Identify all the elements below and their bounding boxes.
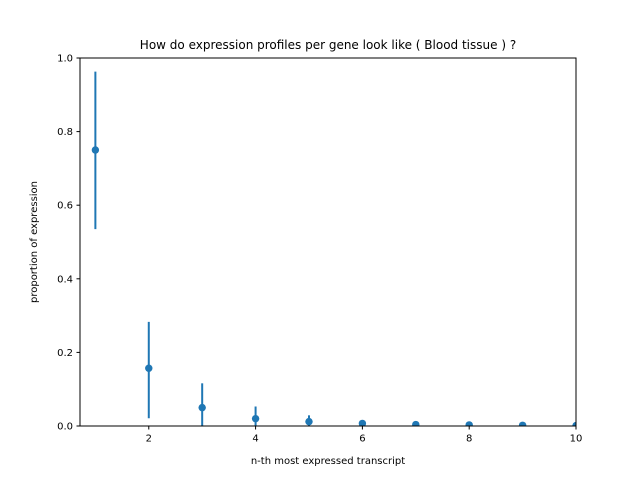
y-tick-label: 1.0: [57, 54, 73, 65]
data-point-marker: [412, 420, 420, 426]
y-tick-label: 0.4: [57, 274, 73, 285]
x-tick-label: 10: [570, 434, 583, 445]
data-point-marker: [251, 414, 260, 423]
data-point-marker: [358, 419, 367, 426]
data-point-marker: [198, 403, 206, 412]
x-axis-label: n-th most expressed transcript: [251, 456, 405, 467]
y-tick-label: 0.8: [57, 127, 73, 138]
data-point-marker: [465, 421, 473, 426]
data-point-marker: [145, 364, 153, 372]
y-axis-label: proportion of expression: [29, 181, 40, 303]
chart-title: How do expression profiles per gene look…: [140, 38, 516, 52]
data-point-marker: [305, 417, 313, 426]
x-tick-label: 6: [359, 434, 365, 445]
x-tick-label: 4: [252, 434, 258, 445]
data-point-marker: [91, 146, 100, 154]
x-tick-label: 2: [146, 434, 152, 445]
y-tick-label: 0.0: [57, 422, 73, 433]
y-tick-label: 0.6: [57, 201, 73, 212]
x-tick-label: 8: [466, 434, 472, 445]
y-tick-label: 0.2: [57, 348, 73, 359]
data-point-marker: [572, 421, 576, 426]
data-point-marker: [518, 421, 527, 426]
plot-border: [79, 57, 577, 427]
data-series: [91, 71, 576, 426]
